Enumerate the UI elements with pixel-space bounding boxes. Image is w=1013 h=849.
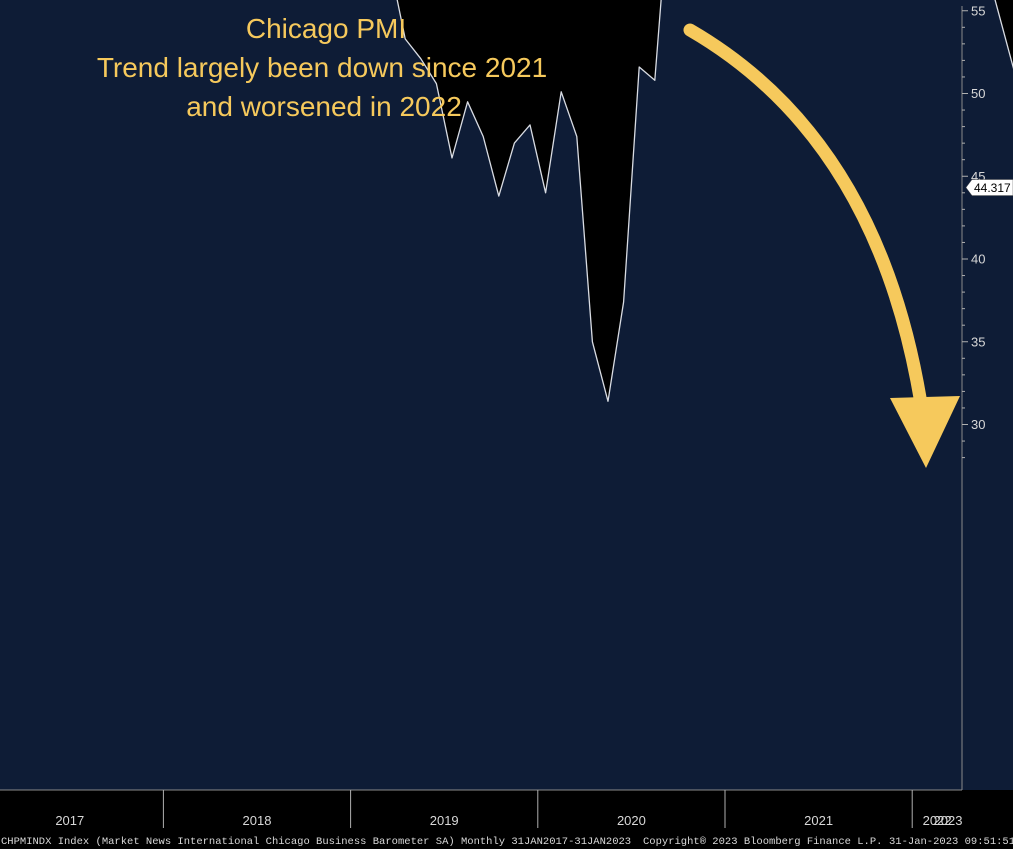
trend-arrow [683, 23, 960, 468]
x-tick-label: 2019 [430, 813, 459, 828]
annotation-line-1: Chicago PMI [246, 13, 406, 44]
x-tick-label: 2020 [617, 813, 646, 828]
footer-copyright: Copyright® 2023 Bloomberg Finance L.P. [643, 836, 882, 848]
y-tick-label: 30 [971, 417, 985, 432]
annotation: Chicago PMI Trend largely been down sinc… [97, 13, 547, 122]
series-area [0, 0, 1013, 790]
last-value-box [965, 179, 1013, 196]
series-line [396, 0, 1013, 402]
y-tick-label: 35 [971, 334, 985, 349]
x-tick-label: 2022 [923, 813, 952, 828]
x-tick-label: 2021 [804, 813, 833, 828]
x-tick-label: 2018 [243, 813, 272, 828]
x-tick-label: 2017 [55, 813, 84, 828]
series-area-fill [0, 0, 1013, 790]
footer-source: CHPMINDX Index (Market News Internationa… [1, 836, 631, 848]
last-value-label: 44.317 [974, 181, 1011, 195]
footer: CHPMINDX Index (Market News Internationa… [1, 836, 1013, 848]
annotation-line-3: and worsened in 2022 [186, 91, 462, 122]
annotation-line-2: Trend largely been down since 2021 [97, 52, 547, 83]
trend-arrow-shaft [683, 23, 929, 417]
y-tick-label: 55 [971, 3, 985, 18]
y-axis: 303540455055606570 [961, 3, 985, 790]
footer-timestamp: 31-Jan-2023 09:51:51 [889, 836, 1013, 848]
last-value-badge: 44.317 [965, 179, 1013, 196]
y-tick-label: 50 [971, 86, 985, 101]
y-tick-label: 40 [971, 252, 985, 267]
trend-arrow-head [890, 396, 960, 468]
x-tick-label: 2023 [934, 813, 963, 828]
